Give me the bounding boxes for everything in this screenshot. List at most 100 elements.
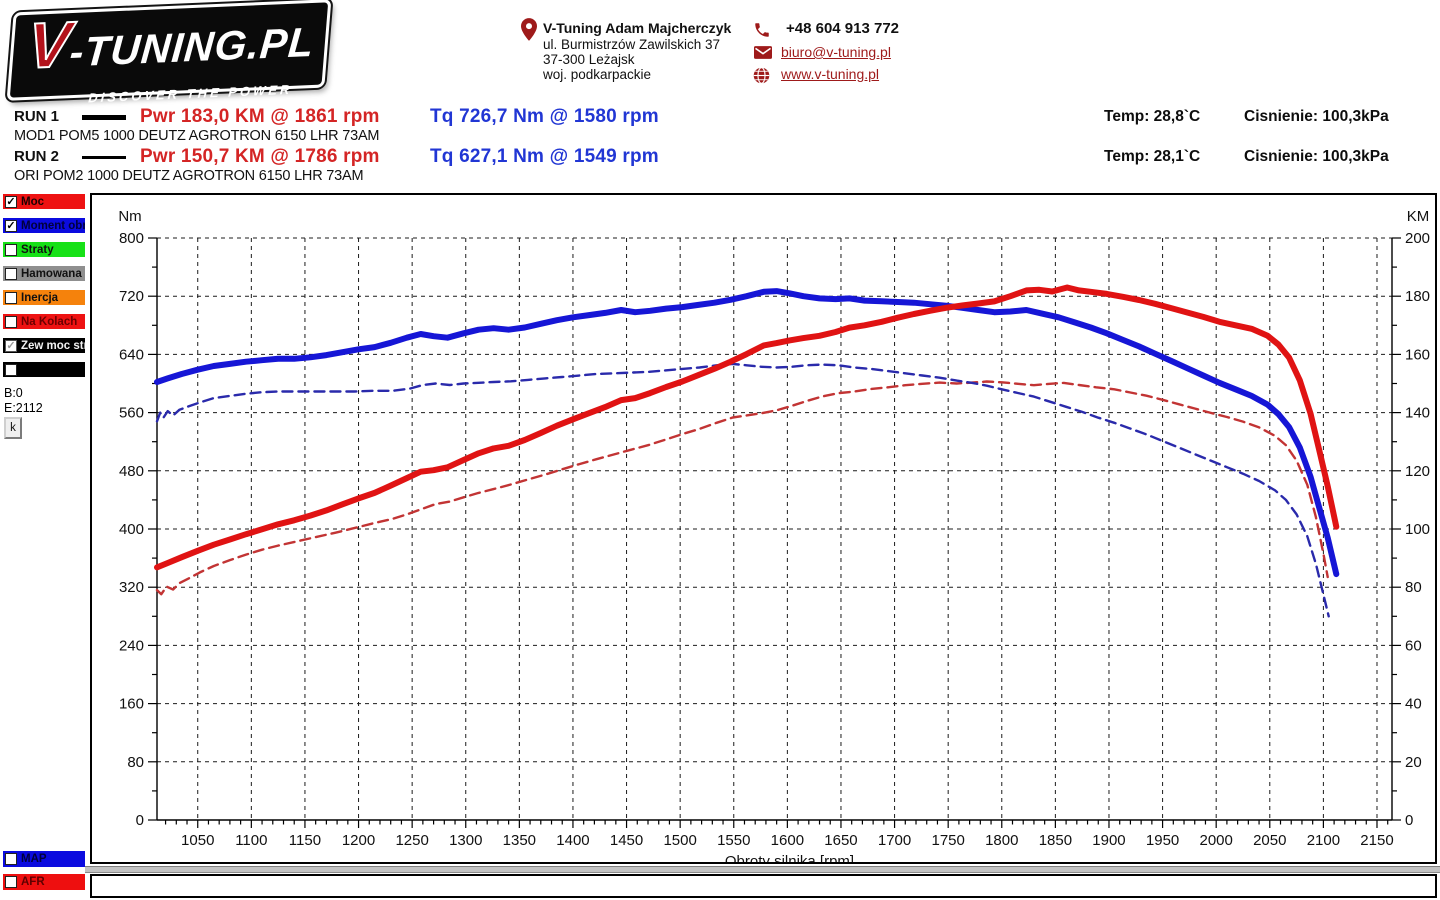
run1-temperature: Temp: 28,8`C — [1104, 108, 1201, 125]
run2-line-sample — [82, 156, 126, 159]
run1-pressure: Cisnienie: 100,3kPa — [1244, 108, 1389, 125]
hamowana-checkbox[interactable] — [5, 267, 17, 280]
website-link[interactable]: www.v-tuning.pl — [781, 66, 880, 82]
moc-label: Moc — [21, 195, 44, 208]
contact-name: V-Tuning Adam Majcherczyk — [543, 20, 732, 36]
email-link[interactable]: biuro@v-tuning.pl — [781, 44, 891, 60]
map-checkbox[interactable] — [5, 853, 17, 865]
y-left-tick-label: 160 — [119, 696, 144, 713]
curve-power-mod-km — [154, 284, 1340, 571]
dyno-chart: 1050 1100 1150 1200 1250 1300 1350 1400 1450 1500… — [118, 208, 1430, 870]
channel-toggle-empty[interactable] — [3, 362, 85, 377]
channel-toggle-moc[interactable]: ✓ Moc — [3, 194, 85, 209]
counter-b: B:0 — [4, 386, 23, 400]
panel-divider — [85, 866, 1440, 873]
afr-label: AFR — [21, 876, 45, 888]
y-left-tick-label: 720 — [119, 288, 144, 305]
channel-toggle-hamowana[interactable]: Hamowana — [3, 266, 85, 281]
moment-obr-checkbox[interactable]: ✓ — [5, 219, 17, 232]
x-tick-label: 1800 — [985, 832, 1018, 849]
contact-address-line2: 37-300 Leżajsk — [543, 52, 635, 67]
y-left-tick-label: 80 — [127, 754, 144, 771]
moc-checkbox[interactable]: ✓ — [5, 195, 17, 208]
run1-torque-peak: Tq 726,7 Nm @ 1580 rpm — [430, 106, 659, 127]
logo-letter-v: V — [24, 7, 74, 83]
x-tick-label: 1400 — [556, 832, 589, 849]
curve-torque-ori-nm — [155, 362, 1330, 618]
x-tick-label: 1600 — [771, 832, 804, 849]
channel-toggle-na-kolach[interactable]: Na Kolach — [3, 314, 85, 329]
hamowana-label: Hamowana — [21, 267, 82, 280]
x-tick-label: 1950 — [1146, 832, 1179, 849]
x-tick-label: 1050 — [181, 832, 214, 849]
y-left-tick-label: 640 — [119, 346, 144, 363]
logo-plate: V-TUNING.PL DISCOVER THE POWER — [6, 0, 332, 105]
phone-number: +48 604 913 772 — [786, 20, 900, 37]
k-button[interactable]: k — [4, 417, 22, 439]
y-right-tick-label: 0 — [1405, 812, 1413, 829]
zew-moc-str-label: Zew moc str — [21, 339, 85, 352]
channel-toggle-map[interactable]: MAP — [3, 851, 85, 867]
afr-checkbox[interactable] — [5, 876, 17, 888]
run2-torque-peak: Tq 627,1 Nm @ 1549 rpm — [430, 146, 659, 167]
location-pin-icon — [521, 18, 537, 41]
curve-power-ori-km — [155, 380, 1329, 596]
run1-description: MOD1 POM5 1000 DEUTZ AGROTRON 6150 LHR 7… — [14, 128, 380, 144]
v-tuning-logo: V-TUNING.PL DISCOVER THE POWER — [6, 0, 332, 105]
globe-icon — [753, 67, 770, 84]
run1-power-peak: Pwr 183,0 KM @ 1861 rpm — [140, 106, 380, 127]
y-right-tick-label: 180 — [1405, 288, 1430, 305]
channel-toggle-zew-moc-str[interactable]: ✓ Zew moc str — [3, 338, 85, 353]
x-tick-label: 2000 — [1199, 832, 1232, 849]
y-right-axis-title: KM — [1407, 208, 1430, 225]
channel-toggle-inercja[interactable]: Inercja — [3, 290, 85, 305]
x-tick-label: 1750 — [931, 832, 964, 849]
contact-address-line3: woj. podkarpackie — [543, 67, 652, 82]
x-tick-label: 1100 — [235, 832, 267, 849]
run2-label: RUN 2 — [14, 148, 60, 165]
run2-pressure: Cisnienie: 100,3kPa — [1244, 148, 1389, 165]
x-tick-label: 1550 — [717, 832, 750, 849]
y-left-tick-label: 240 — [119, 637, 144, 654]
x-tick-label: 1500 — [663, 832, 696, 849]
y-left-tick-label: 480 — [119, 463, 144, 480]
y-right-tick-label: 200 — [1405, 230, 1430, 247]
x-tick-label: 1150 — [289, 832, 321, 849]
straty-label: Straty — [21, 243, 54, 256]
run1-line-sample — [82, 115, 126, 120]
phone-icon — [755, 23, 769, 37]
y-right-tick-label: 100 — [1405, 521, 1430, 538]
y-right-tick-label: 20 — [1405, 754, 1422, 771]
channel-toggle-straty[interactable]: Straty — [3, 242, 85, 257]
x-tick-label: 1250 — [395, 832, 428, 849]
moment-obr-label: Moment obr — [21, 219, 85, 232]
channel-toggle-moment-obr[interactable]: ✓ Moment obr — [3, 218, 85, 233]
na-kolach-checkbox[interactable] — [5, 315, 17, 328]
y-left-tick-label: 0 — [136, 812, 144, 829]
map-label: MAP — [21, 853, 47, 865]
x-axis-title: Obroty silnika [rpm] — [725, 853, 854, 862]
straty-checkbox[interactable] — [5, 243, 17, 256]
logo-brand-text: -TUNING.PL — [68, 18, 317, 76]
x-tick-label: 1650 — [824, 832, 857, 849]
zew-moc-str-checkbox[interactable]: ✓ — [5, 339, 17, 352]
dyno-chart-panel: 1050 1100 1150 1200 1250 1300 1350 1400 1450 1500… — [90, 193, 1437, 870]
inercja-checkbox[interactable] — [5, 291, 17, 304]
empty-checkbox[interactable] — [5, 363, 17, 376]
y-right-tick-label: 120 — [1405, 463, 1430, 480]
y-left-tick-label: 400 — [119, 521, 144, 538]
y-left-tick-label: 560 — [119, 405, 144, 422]
contact-address-line1: ul. Burmistrzów Zawilskich 37 — [543, 37, 721, 52]
run2-description: ORI POM2 1000 DEUTZ AGROTRON 6150 LHR 73… — [14, 168, 364, 184]
x-tick-label: 1900 — [1092, 832, 1125, 849]
y-right-tick-label: 160 — [1405, 346, 1430, 363]
x-tick-label: 1300 — [449, 832, 482, 849]
x-tick-label: 2150 — [1360, 832, 1393, 849]
channel-toggle-afr[interactable]: AFR — [3, 874, 85, 890]
x-tick-label: 2050 — [1253, 832, 1286, 849]
run1-label: RUN 1 — [14, 108, 60, 125]
y-left-tick-label: 320 — [119, 579, 144, 596]
y-left-tick-label: 800 — [119, 230, 144, 247]
y-right-tick-label: 40 — [1405, 696, 1422, 713]
